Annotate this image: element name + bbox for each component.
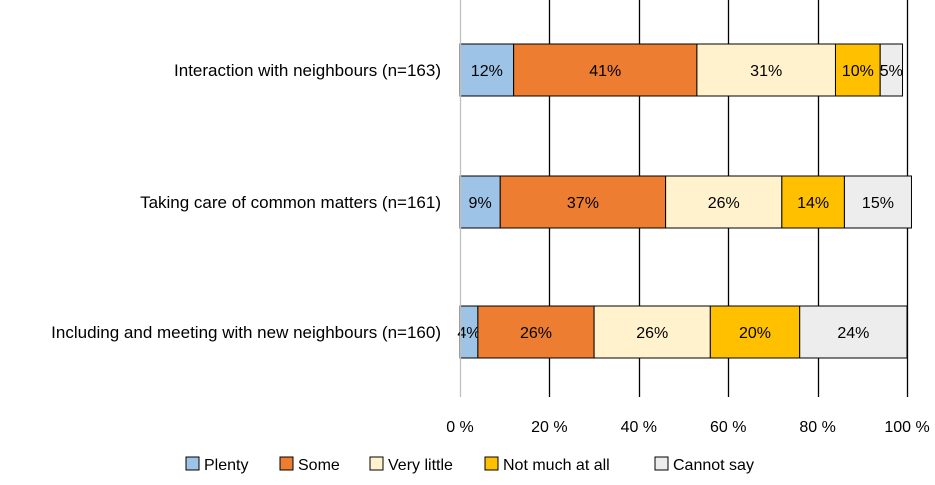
category-label: Interaction with neighbours (n=163) — [174, 61, 441, 80]
data-label: 37% — [567, 195, 599, 212]
bar-cannot-say-1 — [843, 175, 912, 229]
data-label: 4% — [457, 325, 480, 342]
bar-some-0 — [513, 43, 698, 97]
data-label: 12% — [471, 63, 503, 80]
bar-very-little-0 — [696, 43, 836, 97]
category-label: Taking care of common matters (n=161) — [140, 193, 441, 212]
data-label: 31% — [750, 63, 782, 80]
data-label: 9% — [469, 195, 492, 212]
data-label: 24% — [837, 325, 869, 342]
data-label: 5% — [880, 63, 903, 80]
legend-label: Cannot say — [673, 457, 754, 474]
data-label: 10% — [842, 63, 874, 80]
bar-plenty-0 — [459, 43, 515, 97]
bar-some-2 — [477, 305, 595, 359]
bar-not-much-at-all-2 — [709, 305, 801, 359]
bar-cannot-say-2 — [799, 305, 908, 359]
bar-very-little-2 — [593, 305, 711, 359]
legend-swatch — [369, 456, 384, 471]
x-tick-label: 0 % — [446, 419, 474, 436]
data-label: 26% — [520, 325, 552, 342]
x-tick-label: 80 % — [799, 419, 835, 436]
x-tick-label: 20 % — [531, 419, 567, 436]
axes: Interaction with neighbours (n=163) Takin… — [51, 0, 930, 436]
legend-swatch — [185, 456, 200, 471]
bar-cannot-say-0 — [879, 43, 904, 97]
data-label: 20% — [739, 325, 771, 342]
legend-label: Some — [298, 457, 340, 474]
data-label: 41% — [589, 63, 621, 80]
bar-very-little-1 — [665, 175, 783, 229]
legend-swatch — [279, 456, 294, 471]
data-label: 14% — [797, 195, 829, 212]
legend-label: Not much at all — [503, 457, 610, 474]
x-tick-label: 100 % — [884, 419, 929, 436]
bars: 12% 41% 31% 10% 5% 9% 37% 26% 14% 15% 4% 26% 26% 20% 2… — [457, 43, 912, 359]
data-label: 15% — [862, 195, 894, 212]
data-label: 26% — [636, 325, 668, 342]
legend-label: Very little — [388, 457, 453, 474]
legend-swatch — [654, 456, 669, 471]
legend: Plenty Some Very little Not much at all Cann… — [185, 456, 754, 474]
legend-label: Plenty — [204, 457, 248, 474]
bar-not-much-at-all-1 — [781, 175, 845, 229]
legend-swatch — [484, 456, 499, 471]
x-tick-label: 60 % — [710, 419, 746, 436]
category-label: Including and meeting with new neighbour… — [51, 323, 441, 342]
data-label: 26% — [708, 195, 740, 212]
bar-some-1 — [499, 175, 667, 229]
x-tick-label: 40 % — [621, 419, 657, 436]
